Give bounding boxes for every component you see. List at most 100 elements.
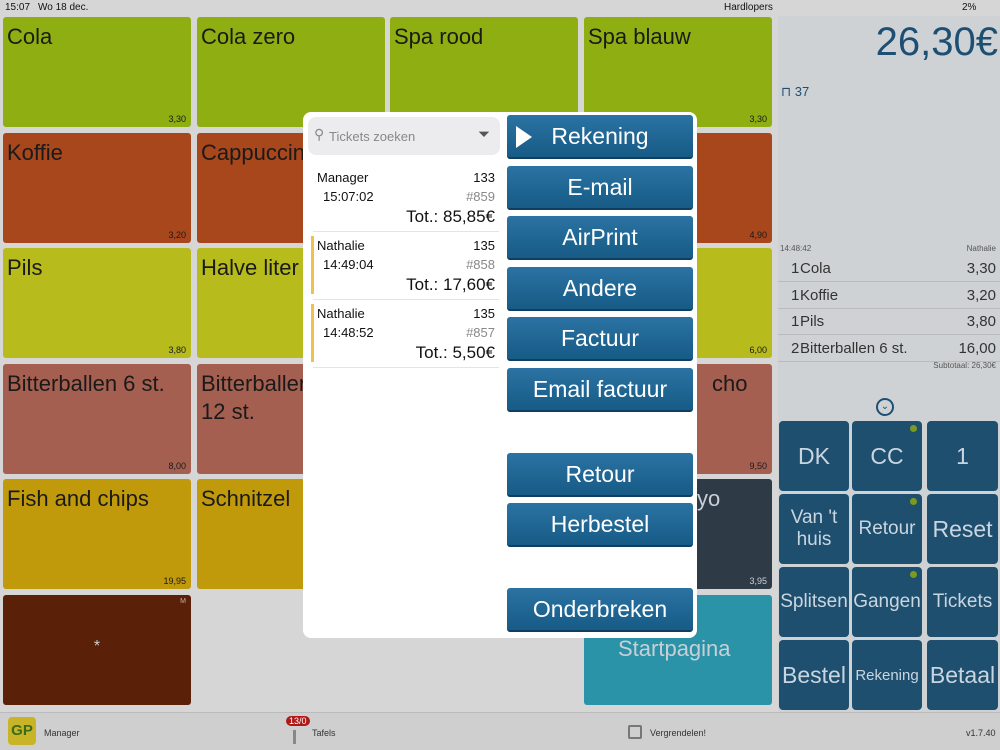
lock[interactable]: Vergrendelen!: [650, 728, 707, 738]
product-tile[interactable]: Pils 3,80: [3, 248, 191, 358]
ticket[interactable]: Nathalie 135 14:49:04 #858 Tot.: 17,60€: [311, 232, 499, 300]
product-price: 9,50: [749, 461, 767, 471]
ticket-table: 135: [473, 306, 495, 321]
product-name: Halve liter: [201, 255, 299, 280]
item-name: Pils: [800, 313, 825, 330]
product-name: Pils: [7, 255, 43, 280]
ticket[interactable]: Nathalie 135 14:48:52 #857 Tot.: 5,50€: [311, 300, 499, 368]
product-price: 19,95: [163, 576, 186, 586]
product-name: Schnitzel: [201, 486, 291, 511]
keypad-button[interactable]: Reset: [927, 494, 998, 564]
keypad-button[interactable]: Retour: [852, 494, 922, 564]
product-name: yo: [697, 486, 721, 511]
ticket-popup: ⚲ Tickets zoeken ⏷ Manager 133 15:07:02 #85…: [303, 112, 697, 638]
ticket-user: Nathalie: [317, 306, 365, 321]
tables[interactable]: Tafels: [312, 728, 336, 738]
product-price: 4,90: [749, 230, 767, 240]
action-button[interactable]: Rekening: [507, 115, 693, 159]
ticket-user: Manager: [317, 170, 369, 185]
action-label: Rekening: [551, 122, 649, 149]
action-button[interactable]: Onderbreken: [507, 588, 693, 632]
ticket-number: #857: [466, 325, 495, 340]
action-button[interactable]: Factuur: [507, 317, 693, 361]
network: Hardlopers: [724, 2, 773, 13]
product-price: 3,20: [168, 230, 186, 240]
keypad-button[interactable]: 1: [927, 421, 998, 491]
action-button[interactable]: Herbestel: [507, 503, 693, 547]
keypad-button[interactable]: Betaal: [927, 640, 998, 710]
logo[interactable]: GP: [8, 717, 36, 745]
table: 37: [794, 84, 810, 99]
action-button[interactable]: AirPrint: [507, 216, 693, 260]
time: 15:07: [5, 2, 31, 13]
action-label: Email factuur: [532, 375, 668, 402]
product-tile[interactable]: Bitterballen 6 st. 8,00: [3, 364, 191, 474]
ticket-table: 135: [473, 238, 495, 253]
filter-icon[interactable]: ⏷: [478, 126, 491, 143]
product-mark: M: [180, 598, 186, 605]
indicator: [910, 498, 917, 505]
action-label: Retour: [565, 460, 635, 487]
action-label: Onderbreken: [532, 595, 668, 622]
ticket-time: 15:07:02: [323, 189, 374, 204]
status-bar: 15:07 Wo 18 dec. Hardlopers 2%: [0, 0, 1000, 16]
action-button[interactable]: Email factuur: [507, 368, 693, 412]
action-label: Andere: [562, 274, 638, 301]
keypad-button[interactable]: Tickets: [927, 567, 998, 637]
expand-button[interactable]: ⌄: [876, 398, 894, 416]
order-item: 2 Bitterballen 6 st. 16,00: [778, 336, 1000, 362]
product-price: 6,00: [749, 345, 767, 355]
keypad-button[interactable]: Bestel: [779, 640, 849, 710]
ticket-total: Tot.: 5,50€: [415, 343, 495, 362]
keypad-button[interactable]: Splitsen: [779, 567, 849, 637]
product-name: *: [93, 638, 101, 655]
order-total: 26,30€: [875, 20, 998, 64]
product-price: 3,95: [749, 576, 767, 586]
product-tile[interactable]: Cola zero: [197, 17, 385, 127]
keypad-button[interactable]: Van 't huis: [779, 494, 849, 564]
table-number: ⊓ 37: [781, 84, 810, 99]
item-name: Cola: [800, 260, 831, 277]
item-qty: 1: [791, 313, 800, 330]
product-tile[interactable]: Spa blauw 3,30: [584, 17, 772, 127]
item-price: 16,00: [958, 339, 996, 357]
product-price: 3,30: [168, 114, 186, 124]
product-name: Fish and chips: [7, 486, 149, 511]
product-tile[interactable]: Koffie 3,20: [3, 133, 191, 243]
item-qty: 1: [791, 260, 800, 277]
item-qty: 1: [791, 286, 800, 304]
item-price: 3,80: [966, 313, 996, 330]
ticket-marker: [311, 236, 314, 294]
item-price: 3,20: [966, 286, 996, 304]
ticket-total: Tot.: 17,60€: [406, 275, 495, 294]
item-name: Koffie: [800, 286, 839, 304]
indicator: [910, 571, 917, 578]
ticket-user: Nathalie: [317, 238, 365, 253]
action-button[interactable]: Andere: [507, 267, 693, 311]
product-price: 3,80: [168, 345, 186, 355]
action-button[interactable]: E-mail: [507, 166, 693, 210]
subtotal: Subtotaal: 26,30€: [933, 361, 996, 370]
search-box[interactable]: ⚲ Tickets zoeken ⏷: [308, 117, 500, 155]
product-name: Koffie: [7, 140, 63, 165]
keypad-button[interactable]: CC: [852, 421, 922, 491]
keypad-button[interactable]: DK: [779, 421, 849, 491]
item-name: Bitterballen 6 st.: [800, 339, 908, 357]
order-item: 1 Koffie 3,20: [778, 283, 1000, 309]
product-tile[interactable]: Cola 3,30: [3, 17, 191, 127]
action-button[interactable]: Retour: [507, 453, 693, 497]
product-name: cho: [712, 371, 748, 396]
battery: 2%: [962, 2, 977, 13]
product-tile[interactable]: Spa rood: [390, 17, 578, 127]
order-item: 1 Pils 3,80: [778, 309, 1000, 335]
product-name: Spa blauw: [588, 24, 691, 49]
product-tile[interactable]: Fish and chips 19,95: [3, 479, 191, 589]
ticket[interactable]: Manager 133 15:07:02 #859 Tot.: 85,85€: [313, 164, 499, 232]
product-tile[interactable]: * M: [3, 595, 191, 705]
version: v1.7.40: [966, 728, 996, 738]
item-qty: 2: [791, 339, 800, 357]
product-name: Bitterballen 12 st.: [201, 371, 312, 424]
keypad-button[interactable]: Gangen: [852, 567, 922, 637]
keypad-button[interactable]: Rekening: [852, 640, 922, 710]
